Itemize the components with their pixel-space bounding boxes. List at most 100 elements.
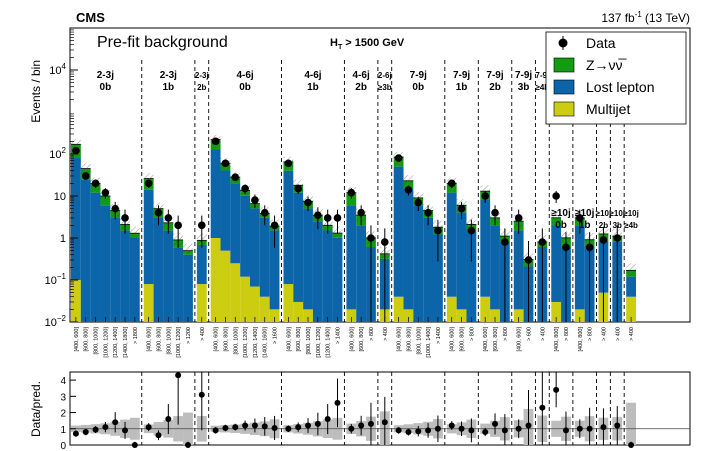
ratio-point xyxy=(525,422,532,429)
data-point xyxy=(197,221,206,230)
data-point xyxy=(538,238,547,246)
region-label-njet: 4-6j xyxy=(353,70,370,81)
bar-qcd xyxy=(269,309,280,322)
luminosity-tail: (13 TeV) xyxy=(645,11,690,25)
y-tick-base: 10 xyxy=(45,317,57,329)
luminosity-sup: -1 xyxy=(635,10,643,19)
bar-lostlep xyxy=(220,170,231,251)
bin-label: > 400 xyxy=(615,327,621,341)
y-tick-exp: −2 xyxy=(57,314,67,323)
region-label-njet: 4-6j xyxy=(236,70,253,81)
region-label-nb: 0b xyxy=(412,82,424,93)
bar-lostlep xyxy=(446,192,457,297)
data-point xyxy=(72,146,80,155)
legend-data-marker xyxy=(558,38,568,48)
ratio-point xyxy=(175,372,182,379)
bar-qcd xyxy=(250,286,260,322)
bin-label: [600, 800] xyxy=(493,327,499,352)
ratio-y-tick-label: 0 xyxy=(60,441,66,451)
bin-label: [400, 800] xyxy=(578,327,584,352)
ratio-point xyxy=(381,419,388,426)
ratio-point xyxy=(251,422,258,429)
ratio-point xyxy=(198,391,205,398)
bar-qcd xyxy=(490,309,500,322)
legend: Data Z→νν̅ Lost lepton Multijet xyxy=(545,31,687,125)
bin-label: [400, 600] xyxy=(214,327,220,352)
bar-lostlep xyxy=(250,208,260,287)
bar-lostlep xyxy=(574,225,585,310)
ratio-point xyxy=(586,425,593,432)
bar-qcd xyxy=(574,309,585,322)
ratio-point xyxy=(145,424,152,431)
bin-label: > 1400 xyxy=(336,327,342,344)
data-point xyxy=(231,173,240,182)
ratio-point xyxy=(492,420,499,427)
bar-qcd xyxy=(259,296,270,322)
bin-label: > 400 xyxy=(540,327,546,341)
bin-label: [400, 600] xyxy=(349,327,355,352)
bar-lostlep xyxy=(71,158,81,280)
bin-label: > 800 xyxy=(564,327,570,341)
data-point xyxy=(211,137,220,146)
ratio-point xyxy=(458,425,465,432)
bar-lostlep xyxy=(210,149,221,238)
region-label-nb: 2b xyxy=(355,82,367,93)
ratio-point xyxy=(482,429,489,436)
bar-lostlep xyxy=(480,199,491,297)
ratio-point xyxy=(553,386,560,393)
bar-qcd xyxy=(283,284,294,322)
data-point xyxy=(347,188,356,197)
y-axis-label: Events / bin xyxy=(29,60,43,123)
ratio-point xyxy=(600,424,607,431)
luminosity-label: 137 fb-1 (13 TeV) xyxy=(601,10,690,25)
bar-lostlep xyxy=(196,245,207,285)
region-label-njet: 7-9j xyxy=(410,70,427,81)
bar-lostlep xyxy=(240,195,250,277)
data-point xyxy=(447,179,456,188)
data-point xyxy=(154,208,163,217)
ratio-point xyxy=(539,404,546,411)
data-point xyxy=(270,221,279,230)
region-label-nb: 1b xyxy=(162,82,174,93)
bar-lostlep xyxy=(120,230,130,322)
bar-qcd xyxy=(220,250,231,322)
region-label-njet: 2-3j xyxy=(97,70,114,81)
bin-label: > 1600 xyxy=(273,327,279,344)
bar-lostlep xyxy=(626,276,636,297)
ratio-point xyxy=(628,442,635,448)
ratio-point xyxy=(131,442,138,448)
y-tick-exp: −1 xyxy=(57,272,67,281)
legend-swatch-lostlep xyxy=(553,79,575,95)
bin-label: [1400, 1600] xyxy=(263,327,269,358)
bar-lostlep xyxy=(90,192,101,322)
ratio-y-tick-label: 1 xyxy=(60,425,66,436)
bar-lostlep xyxy=(143,189,154,285)
ratio-point xyxy=(242,422,249,429)
data-point xyxy=(221,159,230,168)
legend-swatch-znn xyxy=(553,57,575,73)
ratio-point xyxy=(348,425,355,432)
bar-lostlep xyxy=(332,237,343,322)
bar-lostlep xyxy=(433,234,443,322)
bar-znn xyxy=(346,192,357,206)
y-tick-base: 10 xyxy=(49,149,61,161)
bin-label: [1400, 1800] xyxy=(123,327,129,358)
y-tick-base: 10 xyxy=(49,65,61,77)
data-point xyxy=(121,214,129,222)
bin-label: [600, 800] xyxy=(359,327,365,352)
ratio-point xyxy=(212,427,219,434)
bar-lostlep xyxy=(466,230,477,322)
ratio-point xyxy=(102,424,109,431)
bar-lostlep xyxy=(183,254,193,322)
data-point xyxy=(575,214,584,222)
data-point xyxy=(599,236,608,244)
ratio-y-tick-label: 2 xyxy=(60,409,66,420)
bar-lostlep xyxy=(110,217,121,322)
ratio-point xyxy=(72,430,79,437)
legend-label-data: Data xyxy=(586,35,616,51)
bar-lostlep xyxy=(551,225,562,302)
bin-label: [800, 1000] xyxy=(233,327,239,355)
bin-label: [400, 600] xyxy=(397,327,403,352)
ratio-point xyxy=(285,425,292,432)
